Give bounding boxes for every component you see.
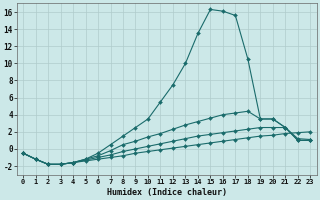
- X-axis label: Humidex (Indice chaleur): Humidex (Indice chaleur): [107, 188, 227, 197]
